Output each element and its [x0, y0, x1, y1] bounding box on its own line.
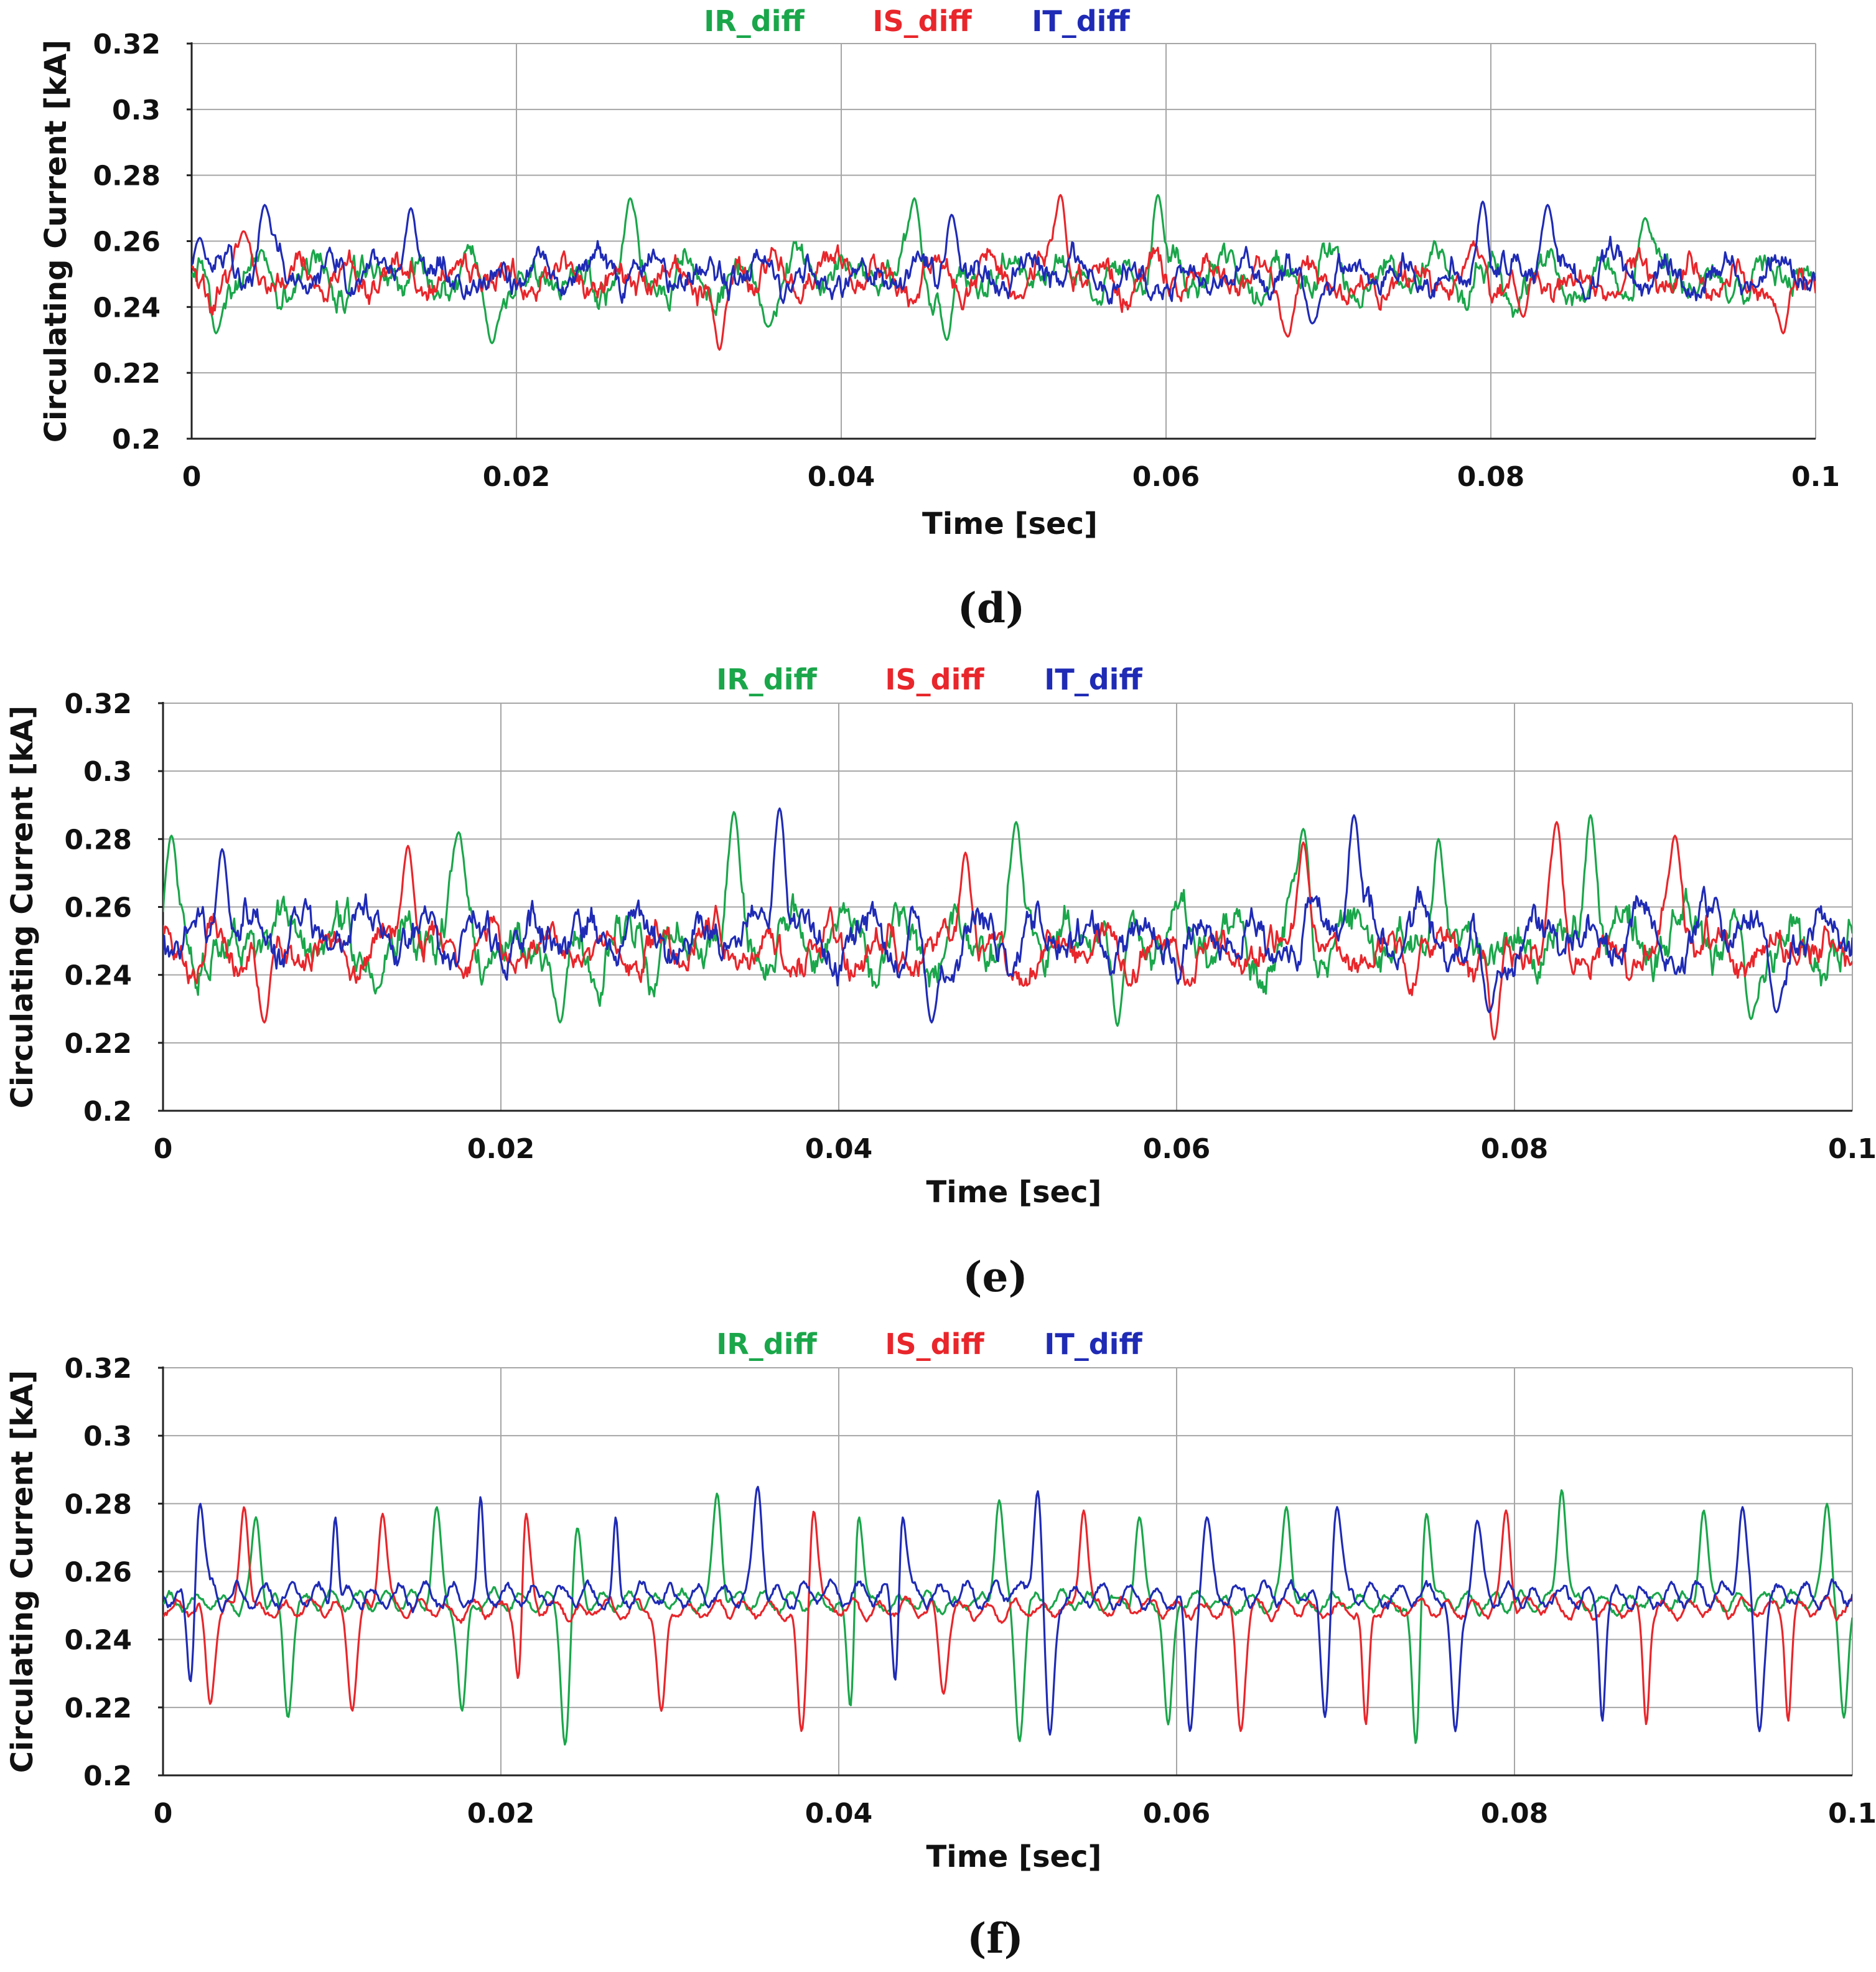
- chart-panel-d: 0.32 0.3 0.28 0.26 0.24 0.22 0.2 0 0.02 0.04 0.06 0…: [39, 4, 1840, 632]
- x-tick-label: 0.02: [467, 1133, 535, 1165]
- series-line-ir-diff: [163, 1489, 1852, 1746]
- y-tick-label: 0.22: [93, 358, 161, 390]
- y-axis-title: Circulating Current [kA]: [5, 1370, 40, 1773]
- x-tick-label: 0.04: [808, 461, 875, 493]
- y-tick-label: 0.24: [64, 960, 132, 992]
- y-axis-title: Circulating Current [kA]: [39, 40, 73, 443]
- y-tick-label: 0.2: [83, 1096, 132, 1128]
- x-tick-label: 0.1: [1828, 1798, 1876, 1829]
- legend-entry-it-diff: IT_diff: [1044, 663, 1142, 696]
- y-tick-label: 0.2: [112, 424, 161, 456]
- y-tick-label: 0.3: [83, 1421, 132, 1452]
- y-tick-label: 0.28: [64, 1488, 132, 1520]
- x-tick-label: 0.08: [1457, 461, 1525, 493]
- series-line-it-diff: [163, 807, 1852, 1024]
- y-tick-label: 0.26: [64, 892, 132, 924]
- y-tick-label: 0.28: [93, 161, 161, 192]
- x-tick-label: 0.1: [1828, 1133, 1876, 1165]
- legend-entry-ir-diff: IR_diff: [704, 4, 805, 38]
- chart-panels: 0.32 0.3 0.28 0.26 0.24 0.22 0.2 0 0.02 0.04 0.06 0…: [5, 4, 1876, 1963]
- x-axis-title: Time [sec]: [926, 1175, 1102, 1210]
- panel-caption: (f): [967, 1914, 1024, 1963]
- x-tick-label: 0.06: [1132, 461, 1200, 493]
- x-tick-label: 0.08: [1481, 1133, 1549, 1165]
- x-tick-label: 0.02: [467, 1798, 535, 1829]
- chart-panel-e: 0.32 0.3 0.28 0.26 0.24 0.22 0.2 0 0.02 0.04 0.06 0…: [5, 663, 1876, 1301]
- x-tick-label: 0: [154, 1133, 173, 1165]
- panel-caption: (e): [963, 1253, 1027, 1301]
- x-axis-title: Time [sec]: [926, 1839, 1102, 1874]
- legend-entry-ir-diff: IR_diff: [716, 1327, 817, 1361]
- x-tick-label: 0.04: [805, 1133, 873, 1165]
- x-tick-label: 0.04: [805, 1798, 873, 1829]
- series-line-it-diff: [163, 1485, 1852, 1736]
- y-tick-label: 0.22: [64, 1028, 132, 1060]
- y-tick-label: 0.26: [93, 227, 161, 258]
- x-tick-label: 0: [182, 461, 202, 493]
- y-tick-label: 0.24: [93, 292, 161, 324]
- y-tick-label: 0.3: [112, 95, 161, 126]
- x-tick-label: 0: [154, 1798, 173, 1829]
- legend-entry-is-diff: IS_diff: [885, 663, 984, 696]
- y-tick-label: 0.28: [64, 824, 132, 856]
- y-tick-label: 0.24: [64, 1625, 132, 1657]
- y-tick-label: 0.32: [64, 688, 132, 720]
- x-tick-label: 0.08: [1481, 1798, 1549, 1829]
- x-tick-label: 0.06: [1143, 1798, 1211, 1829]
- legend-entry-ir-diff: IR_diff: [716, 663, 817, 696]
- y-tick-label: 0.32: [93, 29, 161, 60]
- y-tick-label: 0.32: [64, 1353, 132, 1385]
- series-line-is-diff: [192, 194, 1816, 351]
- series-line-it-diff: [192, 200, 1816, 325]
- legend-entry-it-diff: IT_diff: [1044, 1327, 1142, 1361]
- y-tick-label: 0.22: [64, 1693, 132, 1724]
- x-tick-label: 0.06: [1143, 1133, 1211, 1165]
- x-tick-label: 0.1: [1791, 461, 1840, 493]
- panel-caption: (d): [958, 584, 1025, 632]
- chart-panel-f: 0.32 0.3 0.28 0.26 0.24 0.22 0.2 0 0.02 0.04 0.06 0…: [5, 1327, 1876, 1963]
- legend-entry-it-diff: IT_diff: [1032, 4, 1130, 38]
- legend-entry-is-diff: IS_diff: [872, 4, 972, 38]
- y-tick-label: 0.2: [83, 1760, 132, 1792]
- legend-entry-is-diff: IS_diff: [885, 1327, 984, 1361]
- x-tick-label: 0.02: [483, 461, 551, 493]
- y-tick-label: 0.26: [64, 1557, 132, 1589]
- x-axis-title: Time [sec]: [922, 507, 1098, 541]
- y-tick-label: 0.3: [83, 756, 132, 788]
- y-axis-title: Circulating Current [kA]: [5, 706, 40, 1109]
